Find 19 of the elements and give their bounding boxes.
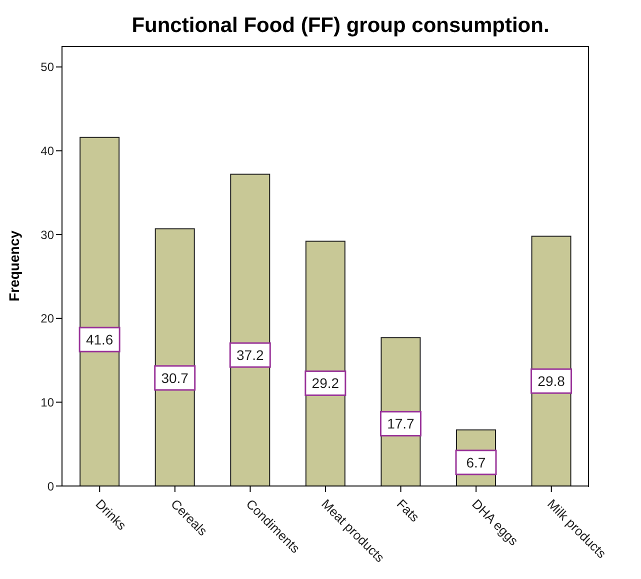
data-label: 29.8	[538, 373, 566, 390]
bar	[531, 236, 572, 486]
data-label: 6.7	[466, 454, 486, 470]
y-tick-label: 0	[47, 479, 54, 494]
data-label: 30.7	[161, 370, 189, 386]
y-axis-title: Frequency	[6, 230, 22, 302]
y-tick-label: 20	[40, 312, 54, 326]
data-label: 17.7	[387, 416, 415, 432]
bar	[80, 136, 120, 486]
data-label: 37.2	[236, 347, 264, 364]
y-tick-label: 10	[40, 395, 54, 410]
chart-title: Functional Food (FF) group consumption.	[130, 13, 550, 39]
y-tick-label: 40	[40, 144, 54, 158]
data-label: 41.6	[86, 332, 114, 348]
bar	[230, 174, 270, 486]
bar	[154, 228, 195, 486]
data-label: 29.2	[312, 375, 340, 392]
y-tick-label: 50	[40, 60, 54, 74]
y-tick-label: 30	[40, 228, 54, 242]
